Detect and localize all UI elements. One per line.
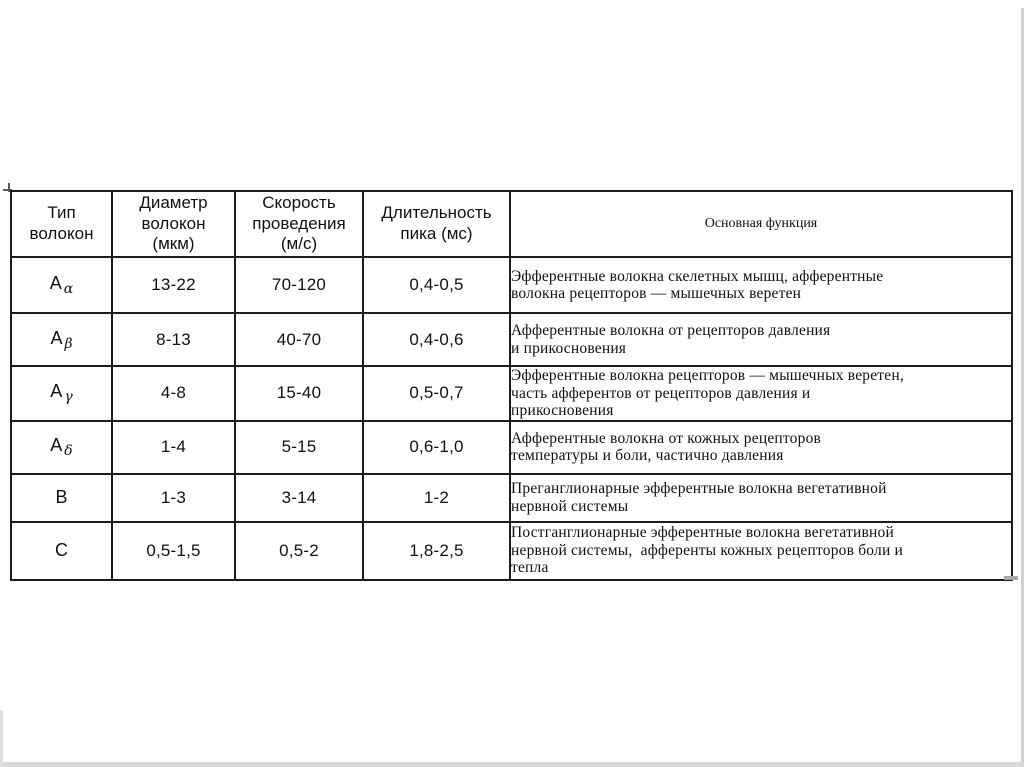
nerve-fiber-types-table: Тип волокон Диаметр волокон (мкм) Скорос… — [10, 190, 1013, 581]
cell-speed: 5-15 — [234, 419, 364, 475]
viewer-edge-left — [0, 710, 3, 767]
cell-speed: 3-14 — [234, 472, 364, 523]
fiber-type-letter: A — [50, 435, 63, 455]
viewer-edge-bottom — [0, 762, 1024, 767]
col-header-main-function: Основная функция — [509, 190, 1013, 258]
cell-fiber-type: B — [10, 472, 113, 523]
edge-smudge-mark — [1004, 576, 1018, 580]
cell-diameter: 8-13 — [111, 312, 236, 367]
fiber-type-letter: B — [55, 487, 68, 507]
header-row: Тип волокон Диаметр волокон (мкм) Скорос… — [10, 190, 1013, 258]
cell-peak: 0,5-0,7 — [362, 365, 511, 422]
cell-function: Афферентные волокна от рецепторов давлен… — [509, 312, 1013, 367]
cell-peak: 0,4-0,5 — [362, 256, 511, 314]
fiber-type-letter: A — [49, 273, 62, 293]
fiber-type-subscript: α — [63, 281, 74, 297]
fiber-type-subscript: γ — [64, 389, 73, 406]
table-row-c: C 0,5-1,5 0,5-2 1,8-2,5 Постганглионарны… — [10, 520, 1013, 581]
cell-diameter: 13-22 — [111, 256, 236, 314]
col-header-peak-duration: Длительность пика (мс) — [362, 190, 511, 258]
cell-function: Эфферентные волокна скелетных мышц, аффе… — [509, 256, 1013, 314]
fiber-type-subscript: δ — [64, 443, 73, 459]
cell-speed: 40-70 — [234, 312, 364, 367]
cell-peak: 1,8-2,5 — [362, 520, 511, 581]
cell-fiber-type: C — [10, 520, 113, 581]
corner-tick-vertical — [8, 183, 10, 192]
cell-speed: 0,5-2 — [234, 520, 364, 581]
cell-diameter: 4-8 — [111, 365, 236, 422]
table-row-b: B 1-3 3-14 1-2 Преганглионарные эфферент… — [10, 472, 1013, 523]
col-header-diameter: Диаметр волокон (мкм) — [111, 190, 236, 258]
col-header-speed: Скорость проведения (м/с) — [234, 190, 364, 258]
fiber-type-letter: A — [50, 327, 63, 348]
cell-diameter: 0,5-1,5 — [111, 520, 236, 581]
cell-speed: 70-120 — [234, 256, 364, 314]
cell-diameter: 1-3 — [111, 472, 236, 523]
corner-tick-horizontal — [3, 189, 12, 191]
fiber-type-letter: C — [55, 540, 68, 560]
cell-function: Постганглионарные эфферентные волокна ве… — [509, 520, 1013, 581]
col-header-fiber-type: Тип волокон — [10, 190, 113, 258]
cell-peak: 0,4-0,6 — [362, 312, 511, 367]
cell-peak: 0,6-1,0 — [362, 419, 511, 475]
cell-function: Преганглионарные эфферентные волокна вег… — [509, 472, 1013, 523]
cell-diameter: 1-4 — [111, 419, 236, 475]
fiber-type-subscript: β — [64, 335, 73, 352]
cell-function: Эфферентные волокна рецепторов — мышечны… — [509, 365, 1013, 422]
cell-speed: 15-40 — [234, 365, 364, 422]
viewer-edge-right — [1021, 8, 1024, 767]
cell-function: Афферентные волокна от кожных рецепторов… — [509, 419, 1013, 475]
cell-peak: 1-2 — [362, 472, 511, 523]
fiber-type-letter: A — [50, 381, 63, 402]
